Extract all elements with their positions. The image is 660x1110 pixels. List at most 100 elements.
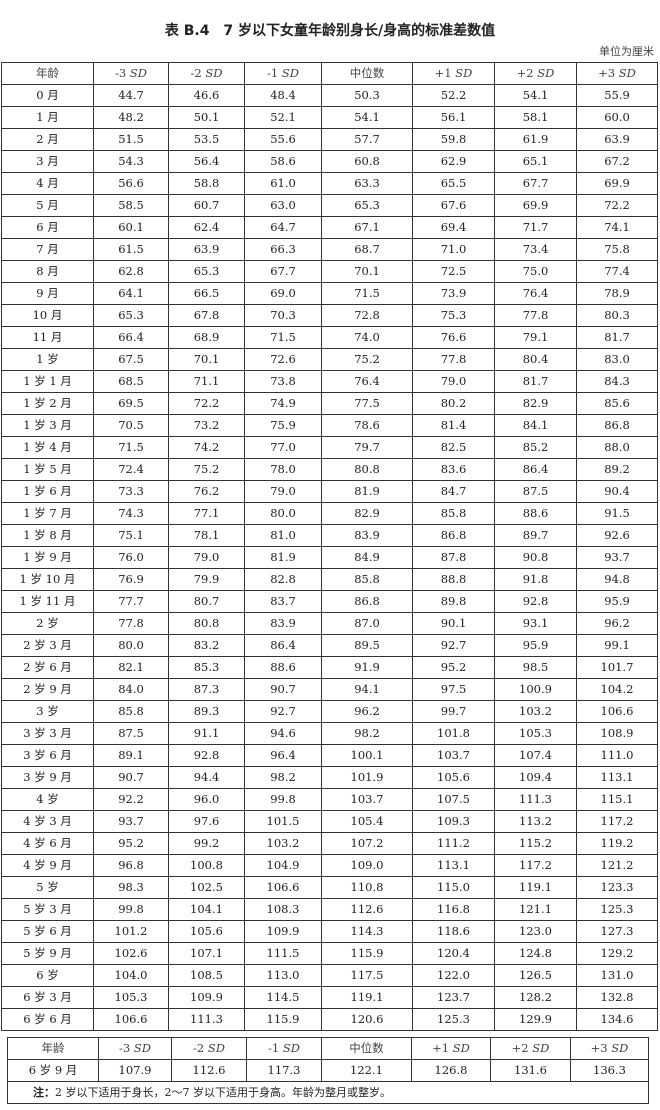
value-cell: 109.9 (168, 986, 245, 1009)
age-cell: 1 岁 (1, 348, 94, 371)
column-header: +2 SD (494, 62, 577, 85)
value-cell: 87.8 (412, 546, 495, 569)
table-row: 3 岁 9 月 90.7 94.4 98.2 101.9 105.6 109.4 113.1 (1, 766, 658, 789)
value-cell: 56.6 (93, 172, 169, 195)
table-note: 注：2 岁以下适用于身长，2～7 岁以下适用于身高。年龄为整月或整岁。 (7, 1081, 649, 1104)
value-cell: 74.2 (168, 436, 245, 459)
value-cell: 100.9 (494, 678, 577, 701)
value-cell: 51.5 (93, 128, 169, 151)
age-cell: 6 岁 6 月 (1, 1008, 94, 1031)
height-sd-table-continued: 年龄 -3 SD -2 SD -1 SD 中位数 +1 SD +2 SD +3 SD 6 岁 9… (7, 1037, 649, 1104)
value-cell: 107.2 (321, 832, 413, 855)
value-cell: 82.9 (494, 392, 577, 415)
value-cell: 129.2 (576, 942, 658, 965)
value-cell: 70.3 (244, 304, 322, 327)
table-row: 4 岁 6 月 95.2 99.2 103.2 107.2 111.2 115.2 119.2 (1, 832, 658, 855)
value-cell: 84.1 (494, 414, 577, 437)
value-cell: 54.3 (93, 150, 169, 173)
value-cell: 131.0 (576, 964, 658, 987)
value-cell: 99.8 (93, 898, 169, 921)
value-cell: 54.1 (494, 84, 577, 107)
value-cell: 127.3 (576, 920, 658, 943)
value-cell: 89.1 (93, 744, 169, 767)
value-cell: 79.0 (412, 370, 495, 393)
value-cell: 86.8 (321, 590, 413, 613)
value-cell: 77.8 (93, 612, 169, 635)
value-cell: 112.6 (321, 898, 413, 921)
value-cell: 113.0 (244, 964, 322, 987)
column-header: +3 SD (570, 1037, 649, 1060)
value-cell: 101.5 (244, 810, 322, 833)
table-row: 5 岁 98.3 102.5 106.6 110.8 115.0 119.1 123.3 (1, 876, 658, 899)
value-cell: 72.2 (576, 194, 658, 217)
value-cell: 105.3 (494, 722, 577, 745)
value-cell: 88.6 (494, 502, 577, 525)
table-row: 3 岁 3 月 87.5 91.1 94.6 98.2 101.8 105.3 108.9 (1, 722, 658, 745)
value-cell: 79.0 (244, 480, 322, 503)
value-cell: 92.8 (494, 590, 577, 613)
value-cell: 73.8 (244, 370, 322, 393)
table-row: 9 月 64.1 66.5 69.0 71.5 73.9 76.4 78.9 (1, 282, 658, 305)
value-cell: 111.5 (244, 942, 322, 965)
header-row: 年龄 -3 SD -2 SD -1 SD 中位数 +1 SD +2 SD +3 SD (1, 62, 658, 85)
value-cell: 109.0 (321, 854, 413, 877)
age-cell: 1 岁 11 月 (1, 590, 94, 613)
value-cell: 77.8 (494, 304, 577, 327)
value-cell: 69.5 (93, 392, 169, 415)
value-cell: 132.8 (576, 986, 658, 1009)
table-row: 1 岁 67.5 70.1 72.6 75.2 77.8 80.4 83.0 (1, 348, 658, 371)
value-cell: 64.7 (244, 216, 322, 239)
value-cell: 92.6 (576, 524, 658, 547)
value-cell: 73.9 (412, 282, 495, 305)
value-cell: 78.1 (168, 524, 245, 547)
note-text: 2 岁以下适用于身长，2～7 岁以下适用于身高。年龄为整月或整岁。 (55, 1086, 391, 1099)
table-row: 6 岁 104.0 108.5 113.0 117.5 122.0 126.5 131.0 (1, 964, 658, 987)
table-row: 4 岁 92.2 96.0 99.8 103.7 107.5 111.3 115.1 (1, 788, 658, 811)
table-row: 1 岁 4 月 71.5 74.2 77.0 79.7 82.5 85.2 88.0 (1, 436, 658, 459)
value-cell: 111.3 (168, 1008, 245, 1031)
column-header: -2 SD (171, 1037, 247, 1060)
note-label: 注： (33, 1086, 55, 1099)
age-cell: 3 岁 3 月 (1, 722, 94, 745)
value-cell: 79.7 (321, 436, 413, 459)
value-cell: 101.2 (93, 920, 169, 943)
table-row: 8 月 62.8 65.3 67.7 70.1 72.5 75.0 77.4 (1, 260, 658, 283)
value-cell: 125.3 (576, 898, 658, 921)
age-cell: 3 岁 (1, 700, 94, 723)
value-cell: 60.1 (93, 216, 169, 239)
value-cell: 80.3 (576, 304, 658, 327)
value-cell: 77.0 (244, 436, 322, 459)
age-cell: 2 岁 9 月 (1, 678, 94, 701)
value-cell: 81.9 (244, 546, 322, 569)
column-header: 中位数 (321, 1037, 412, 1060)
age-cell: 6 岁 3 月 (1, 986, 94, 1009)
value-cell: 94.8 (576, 568, 658, 591)
value-cell: 120.6 (321, 1008, 413, 1031)
value-cell: 94.6 (244, 722, 322, 745)
value-cell: 80.0 (244, 502, 322, 525)
value-cell: 60.0 (576, 106, 658, 129)
age-cell: 2 岁 6 月 (1, 656, 94, 679)
value-cell: 117.3 (246, 1059, 322, 1082)
value-cell: 55.9 (576, 84, 658, 107)
value-cell: 90.8 (494, 546, 577, 569)
value-cell: 74.3 (93, 502, 169, 525)
age-cell: 4 岁 9 月 (1, 854, 94, 877)
table-row: 2 岁 77.8 80.8 83.9 87.0 90.1 93.1 96.2 (1, 612, 658, 635)
value-cell: 124.8 (494, 942, 577, 965)
value-cell: 94.4 (168, 766, 245, 789)
age-cell: 1 月 (1, 106, 94, 129)
value-cell: 79.9 (168, 568, 245, 591)
value-cell: 81.0 (244, 524, 322, 547)
age-cell: 4 岁 6 月 (1, 832, 94, 855)
value-cell: 108.3 (244, 898, 322, 921)
value-cell: 61.0 (244, 172, 322, 195)
value-cell: 58.1 (494, 106, 577, 129)
value-cell: 96.8 (93, 854, 169, 877)
value-cell: 109.4 (494, 766, 577, 789)
value-cell: 100.1 (321, 744, 413, 767)
value-cell: 67.7 (244, 260, 322, 283)
table-row: 1 岁 3 月 70.5 73.2 75.9 78.6 81.4 84.1 86.8 (1, 414, 658, 437)
table-row: 1 岁 9 月 76.0 79.0 81.9 84.9 87.8 90.8 93.7 (1, 546, 658, 569)
value-cell: 72.2 (168, 392, 245, 415)
